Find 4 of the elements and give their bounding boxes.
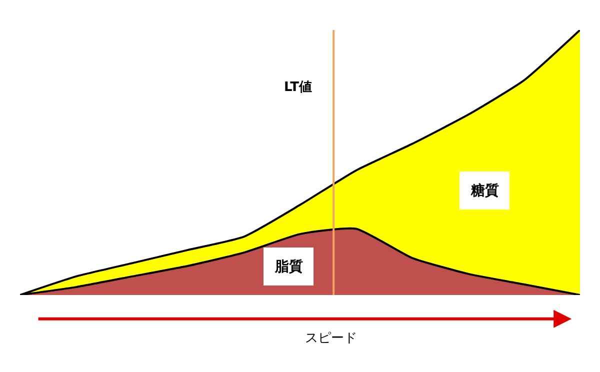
annotation: LT値	[284, 80, 312, 95]
series-label: 脂質	[274, 258, 303, 275]
x-axis-title: スピード	[305, 331, 357, 346]
series-label: 糖質	[470, 182, 499, 199]
